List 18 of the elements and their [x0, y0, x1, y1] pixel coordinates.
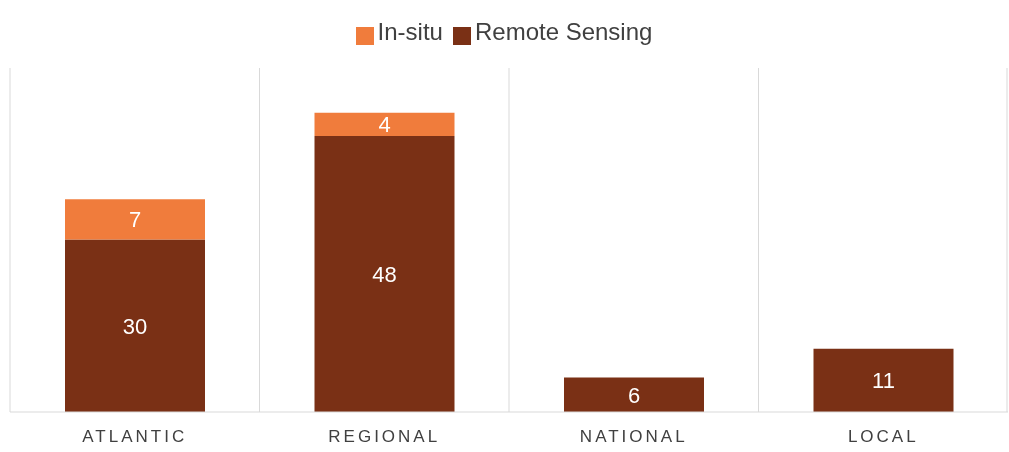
bar [314, 135, 455, 412]
data-label: 4 [378, 112, 391, 138]
legend-label: Remote Sensing [474, 18, 653, 45]
x-tick-label: ATLANTIC [82, 427, 188, 447]
x-tick-label: REGIONAL [328, 427, 441, 447]
x-tick-label: NATIONAL [579, 427, 688, 447]
data-label: 7 [128, 207, 142, 233]
bar [564, 377, 704, 412]
bar [314, 112, 455, 136]
data-label: 11 [872, 368, 895, 394]
data-label: 6 [627, 382, 641, 408]
data-label: 48 [372, 261, 397, 287]
data-label: 30 [122, 313, 148, 339]
bar [65, 239, 205, 412]
bar [813, 348, 954, 412]
x-tick-label: LOCAL [847, 427, 919, 447]
bar [65, 199, 205, 240]
legend-label: In-situ [377, 18, 443, 45]
